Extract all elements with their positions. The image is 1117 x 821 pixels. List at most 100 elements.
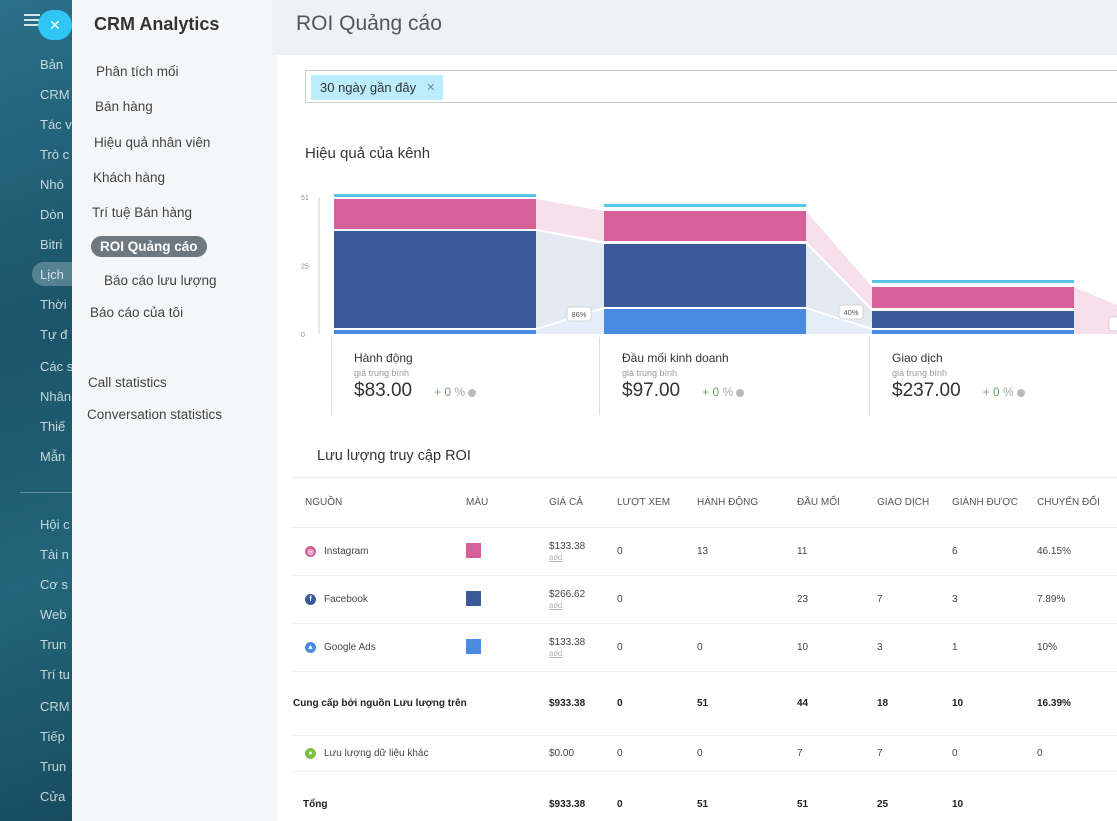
- roi-traffic-table: NGUỒN MÀU GIÁ CẢ LƯỢT XEM HÀNH ĐỘNG ĐẦU …: [291, 477, 1117, 821]
- source-name[interactable]: Instagram: [324, 546, 369, 557]
- price-value: $133.38: [549, 541, 586, 552]
- column-header[interactable]: CHUYỂN ĐỔI: [1037, 477, 1117, 528]
- close-slider-button[interactable]: ✕: [38, 10, 72, 40]
- summary-label: Cung cấp bởi nguồn Lưu lượng trên: [291, 671, 549, 736]
- add-cost-link[interactable]: add: [549, 553, 563, 562]
- nav-item-traffic-report[interactable]: Báo cáo lưu lượng: [104, 273, 217, 288]
- price-value: $133.38: [549, 637, 586, 648]
- background-nav-item[interactable]: Dòn: [40, 207, 64, 222]
- other-traffic-icon: ●: [305, 748, 316, 759]
- table-header-row: NGUỒN MÀU GIÁ CẢ LƯỢT XEM HÀNH ĐỘNG ĐẦU …: [291, 477, 1117, 528]
- nav-item-sales[interactable]: Bán hàng: [95, 99, 153, 114]
- table-row-google-ads: ▲ Google Ads $133.38 add 0 0 10 3 1 10%: [291, 623, 1117, 672]
- color-swatch[interactable]: [466, 590, 481, 606]
- background-nav-item[interactable]: Tự đ: [40, 327, 68, 342]
- nav-item-employee-performance[interactable]: Hiệu quả nhân viên: [94, 135, 211, 150]
- won-cell: 10: [952, 799, 964, 811]
- stage-change: + 0 %: [702, 385, 745, 399]
- background-nav-item[interactable]: Tác v: [40, 117, 72, 132]
- hamburger-menu-icon[interactable]: [24, 14, 40, 28]
- stage-name: Hành động: [354, 351, 413, 365]
- background-nav-item[interactable]: Thiế: [40, 419, 66, 434]
- instagram-icon: ◎: [305, 546, 316, 557]
- column-header[interactable]: GIÀNH ĐƯỢC: [952, 477, 1037, 528]
- conversion-cell: 16.39%: [1037, 671, 1117, 736]
- help-icon[interactable]: [736, 388, 745, 397]
- background-nav-item[interactable]: Lịch: [40, 267, 64, 282]
- add-cost-link[interactable]: add: [549, 601, 563, 610]
- background-nav-item[interactable]: Bitri: [40, 237, 63, 252]
- nav-item-ad-roi[interactable]: ROI Quảng cáo: [91, 236, 207, 257]
- nav-item-customers[interactable]: Khách hàng: [93, 170, 166, 185]
- close-icon: ✕: [49, 17, 61, 33]
- background-nav-item[interactable]: Trun: [40, 759, 67, 774]
- filter-chip[interactable]: 30 ngày gần đây ✕: [311, 75, 444, 100]
- background-nav-item[interactable]: Hội c: [40, 517, 70, 532]
- nav-item-call-statistics[interactable]: Call statistics: [88, 375, 167, 390]
- help-icon[interactable]: [468, 388, 477, 397]
- stage-name: Giao dịch: [892, 351, 943, 365]
- stage-change: + 0 %: [434, 385, 477, 399]
- background-nav-item[interactable]: Các s: [40, 359, 74, 374]
- background-nav-item[interactable]: Nhân: [40, 389, 72, 404]
- nav-item-lead-analytics[interactable]: Phân tích mối: [96, 64, 179, 79]
- source-name: Lưu lượng dữ liệu khác: [324, 748, 429, 759]
- background-nav-item[interactable]: Trun: [40, 637, 67, 652]
- views-cell: 0: [617, 735, 697, 772]
- background-nav-item[interactable]: CRM: [40, 699, 70, 714]
- table-row-facebook: f Facebook $266.62 add 0 23 7 3 7.89%: [291, 575, 1117, 624]
- source-name[interactable]: Facebook: [324, 594, 368, 605]
- actions-cell: 13: [697, 527, 797, 576]
- column-header[interactable]: GIAO DỊCH: [877, 477, 952, 528]
- column-header[interactable]: ĐẦU MỐI: [797, 477, 877, 528]
- app-title: CRM Analytics: [94, 14, 220, 34]
- nav-item-my-reports[interactable]: Báo cáo của tôi: [90, 305, 184, 320]
- views-cell: 0: [617, 575, 697, 624]
- stage-change: + 0 %: [983, 385, 1025, 399]
- background-nav-item[interactable]: CRM: [40, 87, 70, 102]
- source-name[interactable]: Google Ads: [324, 642, 376, 653]
- background-nav-item[interactable]: Cửa: [40, 789, 66, 804]
- price-cell: $933.38: [549, 799, 586, 811]
- stage-value: $83.00: [354, 380, 413, 401]
- background-nav-item[interactable]: Cơ s: [40, 577, 69, 592]
- background-nav-item[interactable]: Nhó: [40, 177, 64, 192]
- background-nav-item[interactable]: Web: [40, 607, 67, 622]
- column-header[interactable]: LƯỢT XEM: [617, 477, 697, 528]
- stage-sub: giá trung bình: [622, 368, 678, 378]
- filter-input[interactable]: 30 ngày gần đây ✕: [305, 70, 1117, 103]
- stage-sub: giá trung bình: [892, 368, 948, 378]
- leads-cell: 10: [797, 623, 877, 672]
- nav-item-sales-intelligence[interactable]: Trí tuệ Bán hàng: [92, 205, 193, 220]
- table-row-other-traffic: ● Lưu lượng dữ liệu khác $0.00 0 0 7 7 0 …: [291, 735, 1117, 772]
- background-nav-item[interactable]: Bản: [40, 57, 64, 72]
- funnel-flow-band: [1074, 287, 1117, 334]
- background-nav-item[interactable]: Tài n: [40, 547, 69, 562]
- column-header[interactable]: MÀU: [466, 477, 549, 528]
- remove-filter-icon[interactable]: ✕: [426, 82, 436, 94]
- add-cost-link[interactable]: add: [549, 649, 563, 658]
- background-nav-item[interactable]: Tiếp: [40, 729, 65, 744]
- color-swatch[interactable]: [466, 542, 481, 558]
- deals-cell: 7: [877, 735, 952, 772]
- stage-name: Đầu mối kinh doanh: [622, 351, 729, 365]
- help-icon[interactable]: [1016, 388, 1025, 397]
- background-nav-item[interactable]: Trò c: [40, 147, 70, 162]
- nav-item-conversation-statistics[interactable]: Conversation statistics: [87, 407, 223, 422]
- page-title: ROI Quảng cáo: [296, 12, 442, 35]
- background-nav-item[interactable]: Trí tu: [40, 667, 70, 682]
- column-header[interactable]: NGUỒN: [291, 477, 466, 528]
- funnel-bar-segment: [872, 287, 1074, 308]
- funnel-bar-segment: [334, 330, 536, 334]
- funnel-bar-segment: [604, 211, 806, 241]
- background-nav-item[interactable]: Thời: [40, 297, 67, 312]
- background-nav-item[interactable]: Mẫn: [40, 449, 66, 464]
- won-cell: 0: [952, 735, 1037, 772]
- conversion-badge: [838, 304, 864, 320]
- column-header[interactable]: GIÁ CẢ: [549, 477, 617, 528]
- funnel-bar-top-marker: [604, 204, 806, 207]
- color-swatch[interactable]: [466, 638, 481, 654]
- views-cell: 0: [617, 527, 697, 576]
- column-header[interactable]: HÀNH ĐỘNG: [697, 477, 797, 528]
